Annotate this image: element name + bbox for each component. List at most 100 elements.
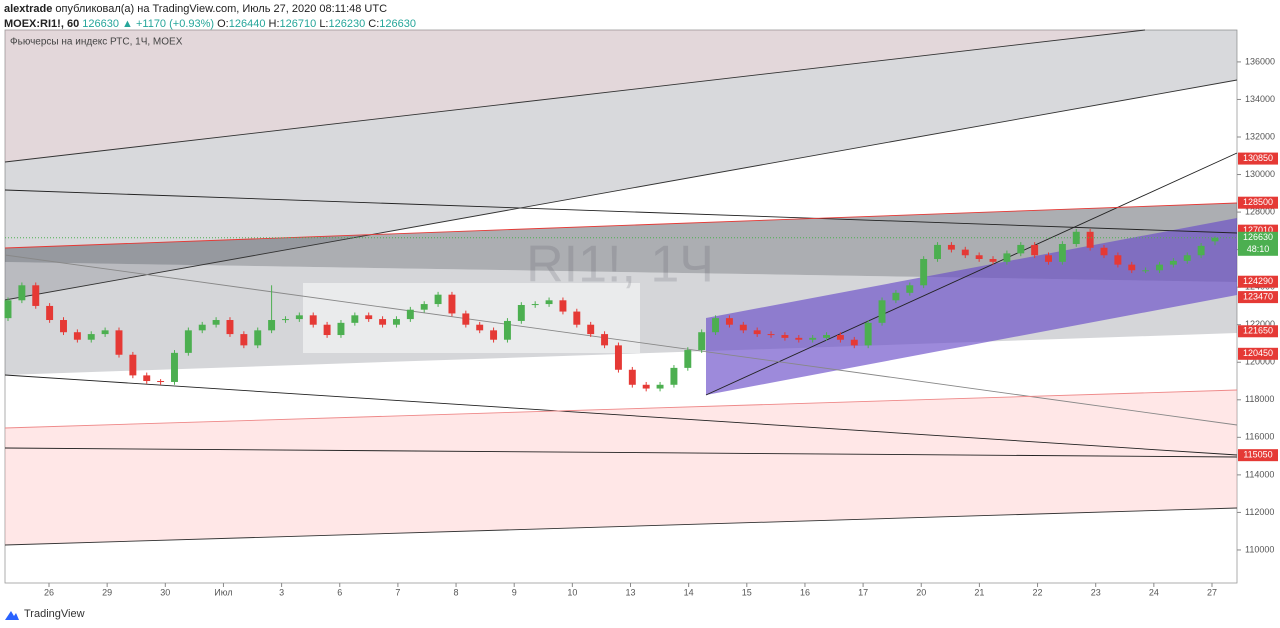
candle-body [1197,245,1205,256]
candle-body [656,384,664,389]
candle-body [934,244,941,260]
candle-body [115,330,123,355]
x-tick-label: 16 [800,587,810,597]
candle-body [1017,244,1025,254]
price-marker-label: 120450 [1243,348,1273,358]
candle-body [573,311,581,325]
x-tick-label: 27 [1207,587,1217,597]
candle-body [961,249,969,256]
candle-body [587,324,595,335]
x-tick-label: Июл [214,587,232,597]
candle-body [240,334,248,346]
candle-body [601,334,609,346]
candle-body [184,330,192,353]
candle-body [392,319,400,325]
trend-line [4,389,1238,429]
candle-body [642,384,650,389]
candle-body [836,335,844,340]
x-tick-label: 21 [974,587,984,597]
candle-body [1100,247,1108,256]
header-line: MOEX:RI1!, 60 126630 ▲ +1170 (+0.93%) O:… [4,17,416,32]
x-tick-label: 7 [395,587,400,597]
candle-body [1183,255,1191,261]
trend-line [4,507,1238,546]
price-marker-label: 123470 [1243,291,1273,301]
change: ▲ +1170 (+0.93%) [122,18,215,30]
ohlc-label: H: [268,18,280,30]
x-tick-label: 24 [1149,587,1159,597]
x-tick-label: 9 [512,587,517,597]
candle-body [864,322,872,346]
y-tick-label: 116000 [1245,432,1274,442]
candle-body [157,381,165,383]
ohlc-label: L: [319,18,329,30]
ohlc-label: C: [368,18,380,30]
candle-body [517,304,525,321]
candle-body [379,319,387,325]
published: опубликовал(а) на TradingView.com, Июль … [55,3,388,15]
drawing-fill [5,30,1237,300]
logo [5,611,19,620]
countdown: 48:10 [1247,244,1270,254]
x-tick-label: 23 [1091,587,1101,597]
candle-body [920,259,928,286]
candle-body [892,292,900,301]
footer-brand: TradingView [24,608,85,620]
candle-body [143,375,151,382]
candle-body [462,313,470,325]
y-tick-label: 132000 [1245,131,1275,141]
ohlc-value: 126230 [328,18,366,30]
trend-line [705,152,1238,396]
candle-body [295,315,303,320]
candle-body [32,285,40,306]
x-tick-label: 3 [279,587,284,597]
candle-body [795,337,803,340]
drawing-fill [5,390,1237,545]
drawing-fill [303,283,640,353]
candle-body [781,335,789,338]
price-marker-label: 128500 [1243,197,1273,207]
candle-body [1142,270,1150,272]
price-marker [1238,152,1278,165]
header-line: alextrade опубликовал(а) на TradingView.… [4,2,416,17]
trend-line [4,79,1238,301]
price-marker [1238,275,1278,288]
x-tick-label: 20 [916,587,926,597]
y-tick-label: 120000 [1245,357,1275,367]
candle-body [698,332,706,351]
candle-body [947,244,955,250]
candle-body [309,315,317,325]
candle-body [1211,237,1219,242]
candle-body [767,334,775,336]
price-marker [1238,196,1278,209]
price-marker [1238,449,1278,462]
price-marker [1238,291,1278,304]
trend-line [4,202,1238,249]
price: 126630 [82,18,119,30]
x-tick-label: 6 [337,587,342,597]
candle-body [490,330,498,340]
y-tick-label: 128000 [1245,206,1275,216]
y-tick-label: 136000 [1245,56,1275,66]
candle-body [823,335,831,338]
candle-body [1003,253,1011,262]
candle-body [212,320,220,325]
y-tick-label: 118000 [1245,394,1274,404]
candle-body [1114,255,1122,265]
x-tick-label: 17 [858,587,868,597]
ohlc-value: 126440 [228,18,266,30]
candle-body [1156,264,1163,271]
candle-body [670,367,678,385]
x-tick-label: 8 [454,587,459,597]
candle-body [46,305,54,321]
author: alextrade [4,3,53,15]
candle-body [531,304,539,306]
trend-line [4,29,1146,163]
candle-body [476,324,484,331]
candle-body [448,294,456,314]
header: alextrade опубликовал(а) на TradingView.… [4,2,416,32]
y-tick-label: 114000 [1245,469,1274,479]
x-tick-label: 13 [625,587,635,597]
candle-body [1058,243,1066,262]
